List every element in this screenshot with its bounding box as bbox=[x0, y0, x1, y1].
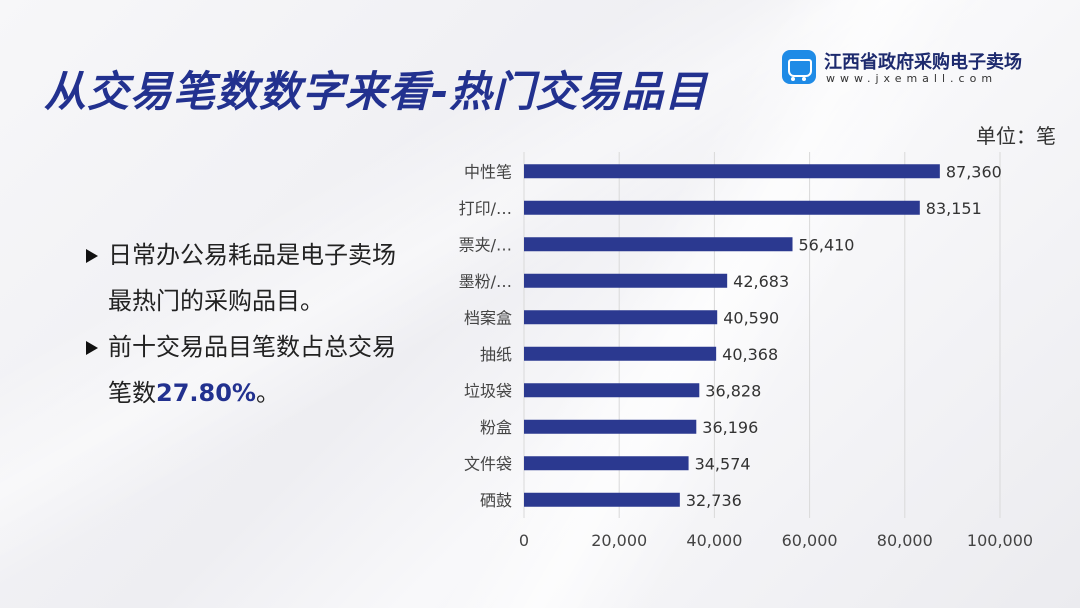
bar bbox=[524, 456, 689, 471]
value-label: 56,410 bbox=[799, 235, 855, 254]
bullet-list: 日常办公易耗品是电子卖场最热门的采购品目。 前十交易品目笔数占总交易笔数27.8… bbox=[84, 232, 414, 416]
brand-logo: 江西省政府采购电子卖场 www.jxemall.com bbox=[782, 46, 1072, 90]
category-label: 文件袋 bbox=[464, 454, 512, 473]
value-label: 36,828 bbox=[705, 381, 761, 400]
bar bbox=[524, 273, 728, 288]
x-tick-label: 100,000 bbox=[967, 531, 1033, 550]
bullet-item-1: 日常办公易耗品是电子卖场最热门的采购品目。 bbox=[84, 232, 414, 324]
category-label: 档案盒 bbox=[464, 308, 512, 327]
category-label: 中性笔 bbox=[464, 162, 512, 181]
bar bbox=[524, 237, 793, 252]
bar bbox=[524, 346, 717, 361]
unit-label: 单位：笔 bbox=[976, 124, 1056, 148]
page-title: 从交易笔数数字来看-热门交易品目 bbox=[44, 67, 708, 116]
category-label: 打印/… bbox=[459, 199, 512, 218]
value-label: 34,574 bbox=[695, 454, 751, 473]
category-label: 抽纸 bbox=[480, 345, 512, 364]
bar bbox=[524, 164, 940, 179]
value-label: 42,683 bbox=[733, 272, 789, 291]
bar bbox=[524, 200, 920, 215]
bullet-text: 日常办公易耗品是电子卖场最热门的采购品目。 bbox=[108, 241, 396, 315]
value-label: 36,196 bbox=[702, 418, 758, 437]
bar bbox=[524, 419, 697, 434]
category-label: 票夹/… bbox=[459, 235, 512, 254]
logo-name: 江西省政府采购电子卖场 bbox=[824, 52, 1022, 73]
value-label: 40,590 bbox=[723, 308, 779, 327]
x-tick-label: 80,000 bbox=[877, 531, 933, 550]
value-label: 40,368 bbox=[722, 345, 778, 364]
bullet-suffix: 。 bbox=[255, 379, 280, 407]
value-label: 32,736 bbox=[686, 491, 742, 510]
x-tick-label: 40,000 bbox=[686, 531, 742, 550]
x-tick-label: 0 bbox=[519, 531, 529, 550]
bullet-item-2: 前十交易品目笔数占总交易笔数27.80%。 bbox=[84, 324, 414, 416]
bullet-text: 前十交易品目笔数占总交易笔数 bbox=[108, 333, 396, 407]
bar bbox=[524, 492, 680, 507]
category-label: 墨粉/… bbox=[459, 272, 512, 291]
bar bbox=[524, 383, 700, 398]
category-label: 粉盒 bbox=[480, 418, 512, 437]
x-tick-label: 20,000 bbox=[591, 531, 647, 550]
category-label: 硒鼓 bbox=[480, 491, 512, 510]
logo-url: www.jxemall.com bbox=[826, 72, 998, 85]
bar bbox=[524, 310, 718, 325]
category-label: 垃圾袋 bbox=[464, 381, 512, 400]
cart-icon bbox=[782, 50, 816, 84]
x-tick-label: 60,000 bbox=[782, 531, 838, 550]
value-label: 87,360 bbox=[946, 162, 1002, 181]
value-label: 83,151 bbox=[926, 199, 982, 218]
bullet-highlight: 27.80% bbox=[156, 379, 256, 407]
